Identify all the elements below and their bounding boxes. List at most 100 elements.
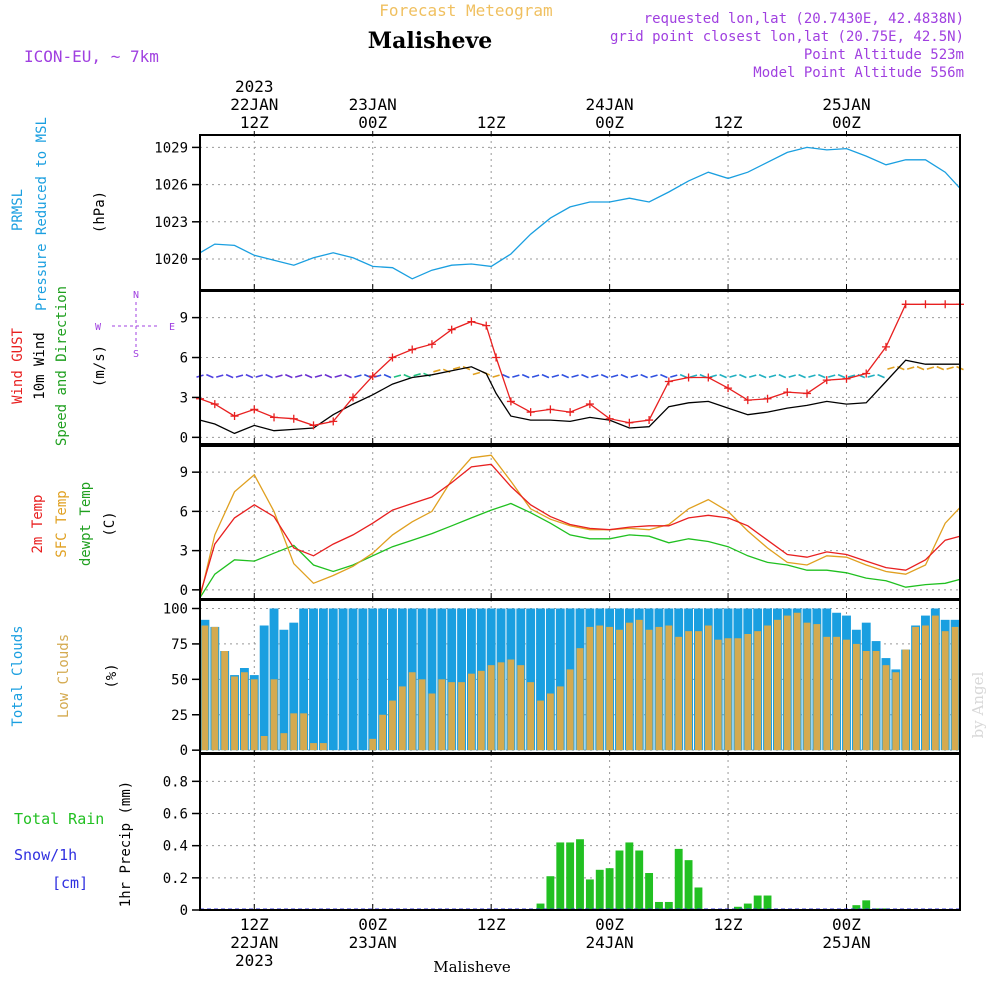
wind-arrow xyxy=(521,373,530,379)
rain-bar xyxy=(862,900,871,910)
bottom-hour-label: 00Z xyxy=(358,915,387,934)
low-cloud-bar xyxy=(398,686,406,751)
pressure-series xyxy=(199,146,961,280)
wind-arrow xyxy=(531,374,540,378)
ytick-label: 0.8 xyxy=(163,774,188,790)
bottom-date-label: 22JAN xyxy=(230,933,278,952)
low-cloud-bar xyxy=(695,631,702,751)
gust-marker xyxy=(803,389,812,398)
wind-arrow xyxy=(620,373,629,379)
footer-station: Malisheve xyxy=(433,958,511,976)
compass-south: S xyxy=(133,349,139,360)
bottom-date-label: 24JAN xyxy=(586,933,634,952)
low-cloud-bar xyxy=(793,612,801,751)
wind-arrow xyxy=(225,373,234,379)
rain-bar xyxy=(763,895,772,910)
low-cloud-bar xyxy=(872,651,880,751)
low-cloud-bar xyxy=(270,679,278,751)
total-cloud-bar xyxy=(289,622,299,751)
wind-arrow xyxy=(265,373,273,379)
wind-arrow xyxy=(571,374,579,378)
top-date-label: 23JAN xyxy=(349,95,397,114)
station-title: Malisheve xyxy=(368,28,492,54)
wind-arrow xyxy=(255,374,263,378)
ytick-label: 75 xyxy=(171,637,188,653)
wind-arrow xyxy=(245,373,254,379)
pressure-yticks: 1020 1023 1026 1029 xyxy=(154,140,200,268)
temp-2m-line xyxy=(199,463,961,596)
wind-arrow xyxy=(670,374,678,378)
pressure-panel: PRMSL Pressure Reduced to MSL (hPa) 1020… xyxy=(10,117,961,311)
wind-arrow xyxy=(502,373,510,379)
low-cloud-bar xyxy=(300,713,308,751)
temp-frame xyxy=(199,445,961,600)
wind-arrow xyxy=(561,373,570,379)
rain-bar xyxy=(595,869,604,910)
wind-arrow xyxy=(452,366,461,370)
total-cloud-bar xyxy=(457,608,466,751)
low-cloud-bar xyxy=(428,693,436,751)
low-cloud-bar xyxy=(704,625,712,751)
temp-grid xyxy=(200,446,960,599)
rain-bar xyxy=(585,879,594,910)
low-cloud-bar xyxy=(319,743,327,751)
bottom-hour-label: 00Z xyxy=(832,915,861,934)
rain-bar xyxy=(684,860,693,910)
rain-bar xyxy=(743,903,752,910)
wind-arrow xyxy=(363,373,372,379)
total-cloud-bar xyxy=(338,608,348,751)
rain-bar xyxy=(576,839,584,910)
precip-yticks: 0 0.2 0.4 0.6 0.8 xyxy=(163,774,200,919)
low-cloud-bar xyxy=(379,714,387,751)
top-hour-label: 00Z xyxy=(358,113,387,132)
wind-arrow xyxy=(275,374,283,378)
snow-legend: Snow/1h xyxy=(14,846,77,864)
low-cloud-bar xyxy=(389,700,396,751)
wind-arrow xyxy=(373,374,382,378)
low-cloud-bar xyxy=(764,625,771,751)
ytick-label: 100 xyxy=(163,602,188,618)
pressure-line xyxy=(199,146,961,280)
wind-direction-label: Speed and Direction xyxy=(54,286,70,446)
gust-marker xyxy=(842,374,851,383)
wind-arrow xyxy=(235,374,244,378)
low-cloud-bar xyxy=(527,682,535,751)
low-cloud-bar xyxy=(606,626,614,751)
credit-watermark: by Angel xyxy=(969,671,987,738)
low-cloud-bar xyxy=(596,625,604,751)
wind-arrow xyxy=(640,373,648,379)
total-cloud-bar xyxy=(536,608,545,751)
low-cloud-bar xyxy=(477,670,485,751)
low-cloud-bar xyxy=(438,679,446,751)
low-cloud-bar xyxy=(783,615,791,751)
wind-arrow xyxy=(729,374,737,378)
low-cloud-bar xyxy=(803,622,811,751)
wind-arrow xyxy=(926,366,935,370)
total-cloud-bar xyxy=(279,629,289,751)
wind-arrow xyxy=(749,374,757,378)
rain-bar xyxy=(645,873,654,910)
wind-arrow xyxy=(818,373,826,379)
low-cloud-bar xyxy=(892,672,900,751)
gust-marker xyxy=(388,353,397,362)
wind-arrow xyxy=(689,374,698,378)
wind-arrows xyxy=(196,365,964,379)
top-hour-label: 00Z xyxy=(832,113,861,132)
rain-bar xyxy=(635,850,644,910)
ytick-label: 0 xyxy=(180,430,188,446)
wind-arrow xyxy=(916,365,925,371)
temp-series xyxy=(199,454,961,599)
ytick-label: 0 xyxy=(180,903,188,919)
gust-marker xyxy=(763,394,772,403)
total-cloud-bar xyxy=(358,608,368,751)
wind-frame xyxy=(199,290,961,445)
ytick-label: 3 xyxy=(180,390,188,406)
low-cloud-bar xyxy=(912,626,920,751)
gust-marker xyxy=(467,317,476,326)
low-cloud-bar xyxy=(260,736,268,751)
total-cloud-bar xyxy=(447,608,457,751)
gust-marker xyxy=(250,405,259,414)
ytick-label: 9 xyxy=(180,465,188,481)
wind-arrow xyxy=(837,373,846,379)
